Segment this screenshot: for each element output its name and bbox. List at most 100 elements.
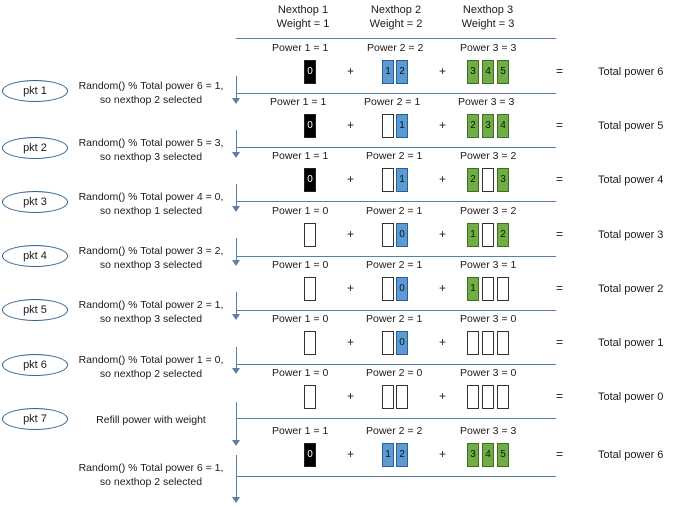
- power-slot: 3: [467, 60, 479, 84]
- power-slot: 1: [396, 114, 408, 138]
- packet-description: Random() % Total power 2 = 1,: [78, 299, 224, 311]
- power-label: Power 2 = 1: [366, 205, 423, 217]
- power-label: Power 3 = 3: [460, 425, 517, 437]
- packet-ellipse: pkt 4: [2, 245, 68, 267]
- power-label: Power 2 = 1: [364, 96, 421, 108]
- power-label: Power 1 = 1: [272, 425, 329, 437]
- plus-sign: +: [439, 64, 447, 78]
- power-label: Power 2 = 2: [367, 42, 424, 54]
- power-slot: [482, 385, 494, 409]
- arrow-head: [232, 260, 240, 266]
- plus-sign: +: [439, 447, 447, 461]
- plus-sign: +: [347, 227, 355, 241]
- power-slot: [382, 277, 394, 301]
- power-slot: 1: [382, 60, 394, 84]
- power-slot: 0: [304, 443, 316, 467]
- power-slot: 1: [467, 277, 479, 301]
- packet-ellipse: pkt 3: [2, 191, 68, 213]
- total-power-label: Total power 6: [598, 66, 664, 78]
- power-label: Power 2 = 1: [366, 259, 423, 271]
- row-divider: [236, 418, 556, 419]
- packet-description: so nexthop 3 selected: [99, 313, 203, 325]
- power-slot: [304, 223, 316, 247]
- total-power-label: Total power 6: [598, 449, 664, 461]
- power-slot: [467, 385, 479, 409]
- power-slot: 1: [467, 223, 479, 247]
- arrow-shaft: [236, 455, 237, 497]
- power-slot: [396, 385, 408, 409]
- power-slot: 5: [497, 443, 509, 467]
- plus-sign: +: [439, 281, 447, 295]
- power-slot: [382, 223, 394, 247]
- power-slot: [497, 331, 509, 355]
- power-slot: 1: [382, 443, 394, 467]
- power-slot: 1: [396, 168, 408, 192]
- total-power-label: Total power 3: [598, 229, 664, 241]
- packet-description: so nexthop 2 selected: [99, 476, 203, 488]
- power-slot: [304, 385, 316, 409]
- packet-ellipse: pkt 7: [2, 408, 68, 430]
- packet-description: Random() % Total power 6 = 1,: [78, 80, 224, 92]
- row-divider: [236, 147, 556, 148]
- packet-description: Random() % Total power 5 = 3,: [78, 137, 224, 149]
- row-divider: [236, 201, 556, 202]
- plus-sign: +: [439, 227, 447, 241]
- total-power-label: Total power 4: [598, 174, 664, 186]
- equals-sign: =: [556, 64, 564, 78]
- equals-sign: =: [556, 227, 564, 241]
- arrow-shaft: [236, 402, 237, 440]
- power-slot: 2: [396, 443, 408, 467]
- arrow-head: [232, 206, 240, 212]
- plus-sign: +: [347, 335, 355, 349]
- nexthop-header-weight: Weight = 3: [461, 18, 515, 30]
- row-divider: [236, 93, 556, 94]
- power-label: Power 3 = 3: [458, 96, 515, 108]
- power-slot: [482, 331, 494, 355]
- power-label: Power 1 = 0: [272, 313, 329, 325]
- packet-description: so nexthop 2 selected: [99, 94, 203, 106]
- packet-ellipse: pkt 5: [2, 299, 68, 321]
- total-power-label: Total power 0: [598, 391, 664, 403]
- packet-ellipse: pkt 2: [2, 137, 68, 159]
- row-divider: [236, 256, 556, 257]
- power-slot: 2: [467, 168, 479, 192]
- power-slot: [304, 331, 316, 355]
- plus-sign: +: [439, 335, 447, 349]
- nexthop-header-weight: Weight = 2: [369, 18, 423, 30]
- power-slot: 2: [497, 223, 509, 247]
- power-label: Power 1 = 0: [272, 259, 329, 271]
- packet-description: Random() % Total power 4 = 0,: [78, 191, 224, 203]
- arrow-shaft: [236, 238, 237, 260]
- arrow-shaft: [236, 292, 237, 314]
- power-label: Power 1 = 1: [270, 96, 327, 108]
- power-slot: 3: [497, 168, 509, 192]
- total-power-label: Total power 1: [598, 337, 664, 349]
- power-slot: 4: [482, 443, 494, 467]
- power-label: Power 3 = 0: [460, 313, 517, 325]
- arrow-head: [232, 368, 240, 374]
- row-divider: [236, 476, 556, 477]
- equals-sign: =: [556, 447, 564, 461]
- power-slot: 0: [396, 277, 408, 301]
- power-label: Power 2 = 2: [366, 425, 423, 437]
- power-label: Power 3 = 2: [460, 150, 517, 162]
- plus-sign: +: [347, 172, 355, 186]
- power-slot: [304, 277, 316, 301]
- arrow-head: [232, 314, 240, 320]
- power-label: Power 1 = 0: [272, 367, 329, 379]
- plus-sign: +: [347, 389, 355, 403]
- power-slot: 3: [467, 443, 479, 467]
- packet-description: Random() % Total power 1 = 0,: [78, 354, 224, 366]
- plus-sign: +: [439, 389, 447, 403]
- equals-sign: =: [556, 281, 564, 295]
- power-label: Power 3 = 1: [460, 259, 517, 271]
- power-slot: 0: [304, 114, 316, 138]
- nexthop-header-weight: Weight = 1: [276, 18, 330, 30]
- power-label: Power 2 = 0: [366, 367, 423, 379]
- plus-sign: +: [347, 447, 355, 461]
- power-label: Power 1 = 1: [272, 42, 329, 54]
- power-slot: 2: [396, 60, 408, 84]
- power-slot: [382, 114, 394, 138]
- equals-sign: =: [556, 335, 564, 349]
- equals-sign: =: [556, 172, 564, 186]
